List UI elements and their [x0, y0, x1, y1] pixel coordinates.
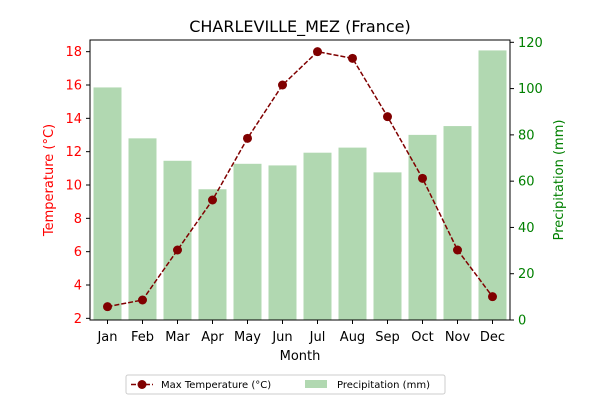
y-right-tick-label: 40 [518, 221, 535, 236]
precip-bar-jan [93, 87, 122, 320]
temperature-point-jun [278, 80, 287, 90]
y-right-tick-label: 80 [518, 128, 535, 143]
x-tick-label: Feb [131, 330, 154, 345]
legend-marker-swatch [137, 380, 147, 389]
y-right-tick-label: 120 [518, 36, 543, 51]
x-tick-label: Mar [165, 330, 190, 345]
x-tick-label: Apr [201, 330, 224, 345]
legend-bar-swatch [305, 380, 327, 388]
precip-bar-sep [373, 172, 402, 320]
temperature-point-nov [453, 245, 462, 255]
x-tick-label: Jan [96, 330, 117, 345]
y-axis-left-title: Temperature (°C) [42, 124, 57, 237]
y-left-tick-label: 16 [65, 79, 82, 94]
y-left-tick-label: 8 [74, 212, 82, 227]
y-right-tick-label: 20 [518, 267, 535, 282]
x-axis-title: Month [280, 349, 321, 364]
temperature-point-apr [208, 195, 217, 205]
precip-bar-aug [338, 147, 367, 320]
x-tick-label: May [234, 330, 261, 345]
x-axis: Jan Feb Mar Apr May Jun Jul Aug Sep Oct Nov Dec [96, 320, 505, 345]
x-tick-label: Dec [480, 330, 505, 345]
precip-bar-oct [408, 134, 437, 320]
temperature-point-sep [383, 112, 392, 122]
temperature-line-path [107, 50, 494, 308]
precipitation-bars [93, 50, 507, 321]
y-right-tick-label: 0 [518, 314, 526, 329]
precip-bar-dec [478, 50, 507, 321]
x-tick-label: Jul [309, 330, 326, 345]
y-left-tick-label: 2 [74, 312, 82, 327]
precip-bar-apr [198, 189, 227, 320]
temperature-point-jul [313, 47, 322, 57]
chart-title: CHARLEVILLE_MEZ (France) [189, 17, 411, 37]
x-tick-label: Sep [375, 330, 400, 345]
precip-bar-jun [268, 165, 297, 320]
precip-bar-nov [443, 126, 472, 320]
y-axis-left: 2 4 6 8 10 12 14 16 18 [65, 45, 90, 327]
temperature-point-jan [103, 302, 112, 312]
y-right-tick-label: 100 [518, 82, 543, 97]
x-tick-label: Aug [340, 330, 365, 345]
legend-label-temperature: Max Temperature (°C) [161, 380, 271, 391]
x-tick-label: Oct [411, 330, 433, 345]
y-left-tick-label: 6 [74, 245, 82, 260]
precip-bar-mar [163, 160, 192, 320]
y-left-tick-label: 4 [74, 279, 82, 294]
y-left-tick-label: 14 [65, 112, 82, 127]
precip-bar-feb [128, 138, 157, 320]
plot-frame [89, 39, 511, 321]
y-left-tick-label: 12 [65, 145, 82, 160]
y-left-tick-label: 18 [65, 45, 82, 60]
legend: Max Temperature (°C) Precipitation (mm) [125, 374, 446, 395]
temperature-point-oct [418, 173, 427, 183]
temperature-point-feb [138, 295, 147, 305]
legend-label-precipitation: Precipitation (mm) [337, 380, 430, 391]
temperature-point-dec [488, 292, 497, 302]
y-right-tick-label: 60 [518, 175, 535, 190]
temperature-point-may [243, 133, 252, 143]
temperature-point-mar [173, 245, 182, 255]
precip-bar-may [233, 163, 262, 320]
x-tick-label: Nov [445, 330, 471, 345]
legend-frame [125, 374, 446, 395]
y-axis-right: 0 20 40 60 80 100 120 [510, 36, 543, 329]
precip-bar-jul [303, 152, 332, 320]
y-left-tick-label: 10 [65, 179, 82, 194]
x-tick-label: Jun [271, 330, 292, 345]
temperature-line [103, 47, 497, 312]
temperature-point-aug [348, 53, 357, 63]
y-axis-right-title: Precipitation (mm) [552, 120, 567, 241]
